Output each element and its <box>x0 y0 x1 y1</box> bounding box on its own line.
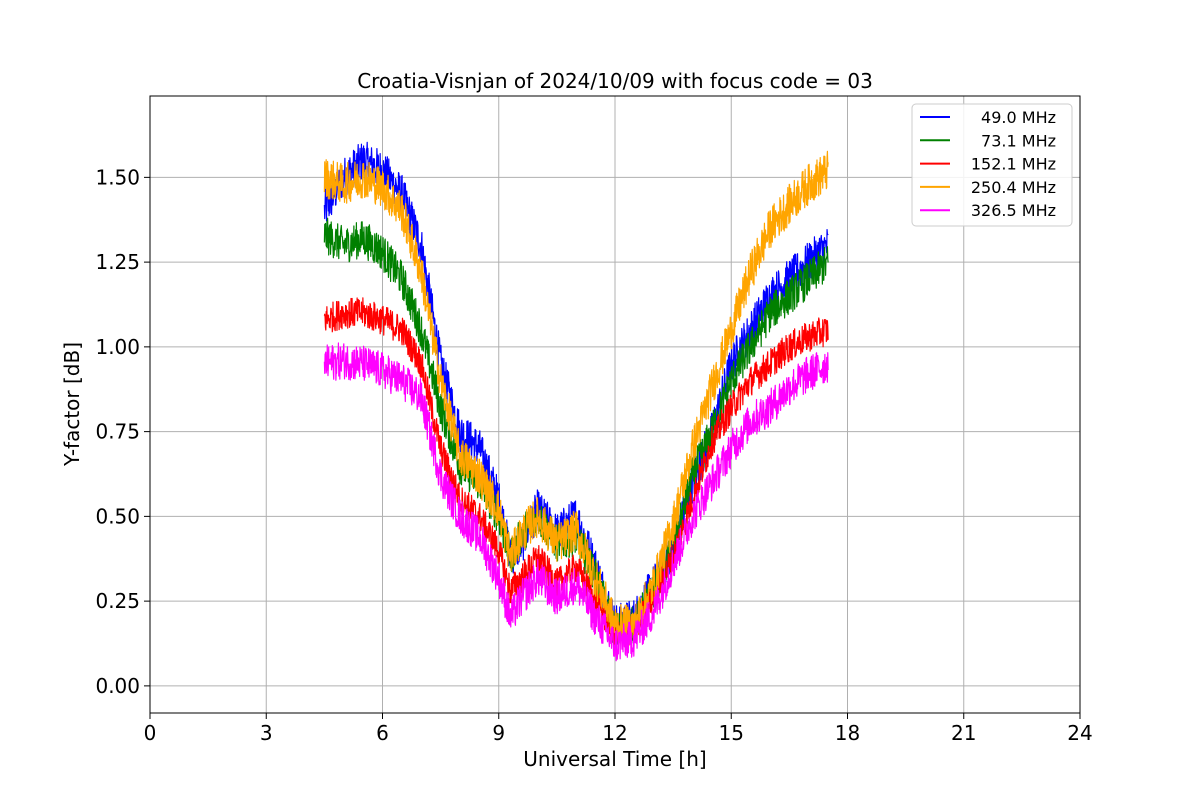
x-axis: 0 3 6 9 12 15 18 21 24 <box>144 713 1093 745</box>
plot-area <box>323 141 829 662</box>
legend: 49.0 MHz 73.1 MHz 152.1 MHz 250.4 MHz 326.5 … <box>911 103 1073 227</box>
x-tick-label: 18 <box>835 721 860 745</box>
x-tick-label: 21 <box>951 721 976 745</box>
series-line <box>323 297 829 649</box>
x-tick-label: 6 <box>376 721 389 745</box>
x-tick-label: 3 <box>260 721 273 745</box>
x-tick-label: 24 <box>1067 721 1092 745</box>
y-axis-label: Y-factor [dB] <box>60 342 84 467</box>
x-axis-label: Universal Time [h] <box>523 747 706 771</box>
legend-label: 250.4 MHz <box>971 178 1056 197</box>
x-tick-label: 15 <box>719 721 744 745</box>
series-line <box>323 342 829 662</box>
series-line <box>323 150 829 646</box>
y-tick-label: 1.25 <box>95 250 140 274</box>
legend-label: 49.0 MHz <box>981 108 1056 127</box>
x-tick-label: 9 <box>492 721 505 745</box>
y-tick-label: 1.50 <box>95 165 140 189</box>
y-tick-label: 1.00 <box>95 335 140 359</box>
legend-label: 73.1 MHz <box>981 131 1056 150</box>
chart-title: Croatia-Visnjan of 2024/10/09 with focus… <box>357 69 873 93</box>
y-tick-label: 0.50 <box>95 504 140 528</box>
x-tick-label: 0 <box>144 721 157 745</box>
legend-label: 326.5 MHz <box>971 201 1056 220</box>
legend-label: 152.1 MHz <box>971 155 1056 174</box>
y-tick-label: 0.75 <box>95 420 140 444</box>
y-tick-label: 0.25 <box>95 589 140 613</box>
x-tick-label: 12 <box>602 721 627 745</box>
y-axis: 0.00 0.25 0.50 0.75 1.00 1.25 1.50 <box>95 165 150 698</box>
legend-box <box>911 103 1073 227</box>
y-tick-label: 0.00 <box>95 674 140 698</box>
